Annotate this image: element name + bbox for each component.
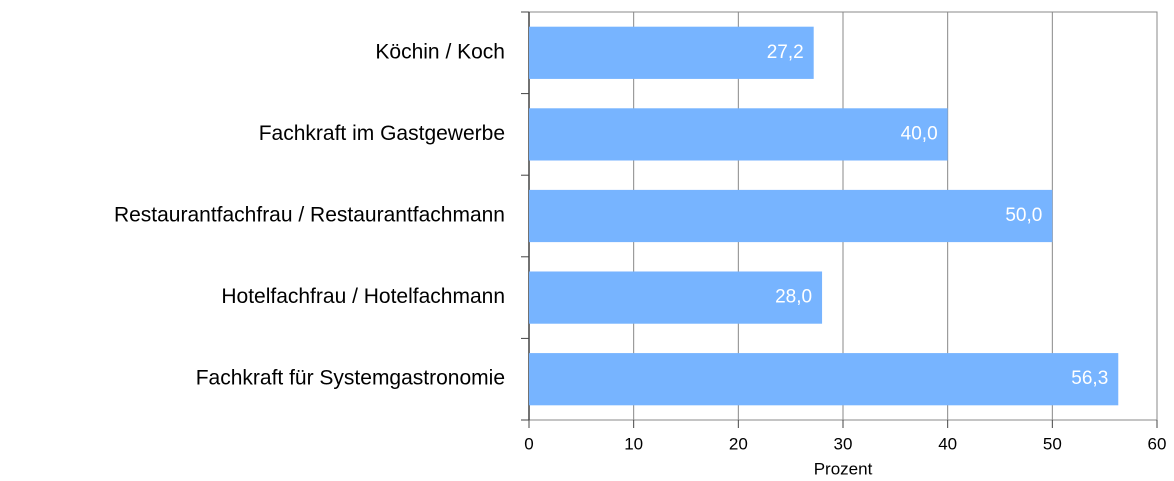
y-tick-label: Köchin / Koch <box>375 40 505 63</box>
x-tick-label: 20 <box>729 434 748 453</box>
bar <box>529 353 1119 406</box>
x-tick-label: 40 <box>938 434 957 453</box>
x-axis-label: Prozent <box>814 459 873 478</box>
y-tick-label: Fachkraft für Systemgastronomie <box>196 367 505 390</box>
y-tick-label: Hotelfachfrau / Hotelfachmann <box>221 285 505 308</box>
value-label: 28,0 <box>775 287 812 308</box>
bar <box>529 108 948 161</box>
y-tick-label: Restaurantfachfrau / Restaurantfachmann <box>114 204 505 227</box>
value-label: 50,0 <box>1005 205 1042 226</box>
value-label: 40,0 <box>901 123 938 144</box>
value-label: 27,2 <box>767 42 804 63</box>
bar <box>529 26 814 79</box>
x-tick-label: 60 <box>1148 434 1167 453</box>
y-tick-label: Fachkraft im Gastgewerbe <box>259 122 505 145</box>
bar <box>529 189 1053 243</box>
x-tick-label: 30 <box>834 434 853 453</box>
x-tick-label: 50 <box>1043 434 1062 453</box>
value-label: 56,3 <box>1071 368 1108 389</box>
x-tick-label: 10 <box>624 434 643 453</box>
x-tick-label: 0 <box>524 434 533 453</box>
bar <box>529 271 823 324</box>
